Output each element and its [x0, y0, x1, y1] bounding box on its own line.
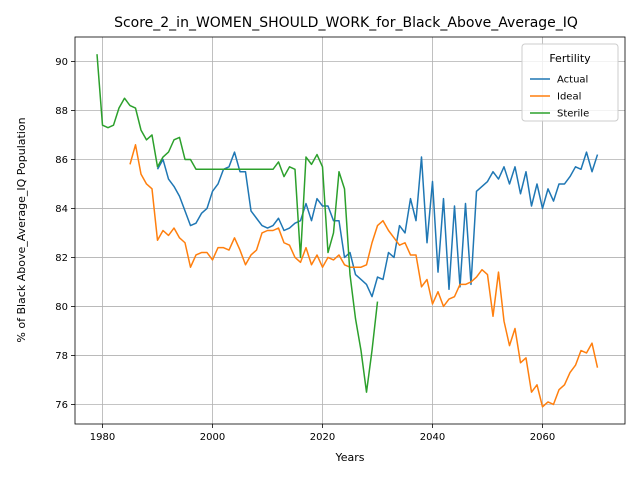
y-tick-label: 90	[55, 57, 68, 68]
y-axis-label: % of Black Above_Average_IQ Population	[15, 117, 28, 342]
x-tick-label: 1980	[90, 432, 115, 443]
chart-title: Score_2_in_WOMEN_SHOULD_WORK_for_Black_A…	[114, 15, 578, 31]
series-line-sterile	[96, 54, 379, 393]
legend-label-sterile: Sterile	[557, 109, 589, 120]
series-line-ideal	[129, 144, 599, 408]
series-lines	[96, 54, 599, 408]
x-tick-label: 2000	[200, 432, 225, 443]
x-axis: 1980 2000 2020 2040 2060	[90, 424, 555, 443]
y-tick-label: 82	[55, 253, 68, 264]
x-axis-label: Years	[334, 451, 364, 464]
legend-title: Fertility	[549, 52, 591, 65]
x-tick-label: 2060	[530, 432, 555, 443]
legend: Fertility Actual Ideal Sterile	[521, 43, 619, 122]
x-tick-label: 2020	[310, 432, 335, 443]
y-tick-label: 76	[55, 400, 68, 411]
legend-label-actual: Actual	[557, 75, 588, 86]
x-tick-label: 2040	[420, 432, 445, 443]
y-tick-label: 84	[55, 204, 68, 215]
y-tick-label: 88	[55, 106, 68, 117]
legend-box	[521, 43, 619, 122]
y-axis: 76 78 80 82 84 86 88 90	[55, 57, 75, 411]
plot-frame	[74, 36, 626, 425]
series-line-actual	[156, 151, 599, 298]
y-tick-label: 86	[55, 155, 68, 166]
y-tick-label: 78	[55, 351, 68, 362]
legend-label-ideal: Ideal	[557, 92, 581, 103]
y-tick-label: 80	[55, 302, 68, 313]
grid	[75, 37, 625, 424]
